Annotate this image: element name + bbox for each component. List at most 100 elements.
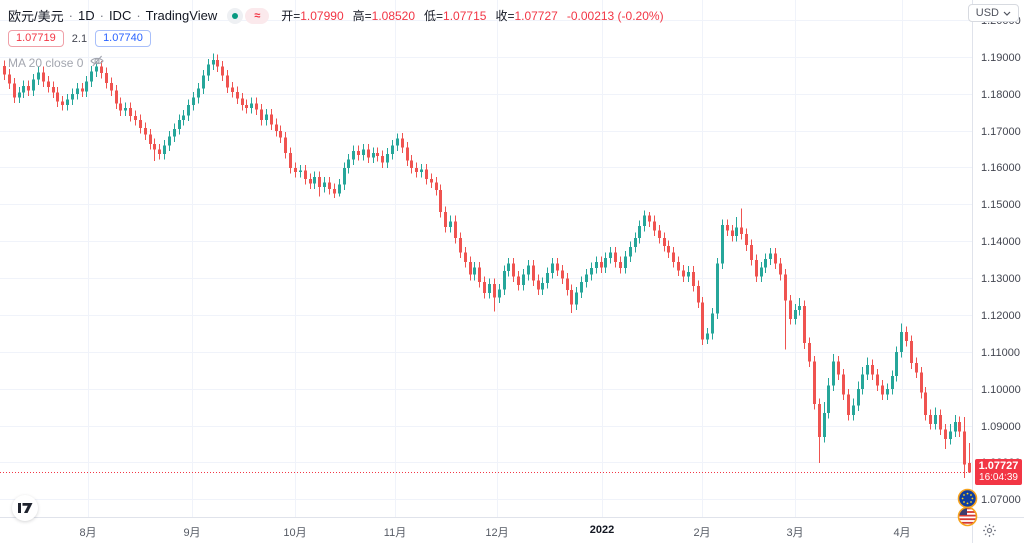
price-axis-label: 1.17000 — [981, 126, 1021, 138]
candle-body — [726, 224, 729, 231]
candle-body — [866, 365, 869, 375]
candle-body — [847, 394, 850, 415]
candle-body — [304, 170, 307, 179]
candle-body — [764, 259, 767, 268]
last-price-tag[interactable]: 1.07727 16:04:39 — [975, 459, 1022, 486]
candle-body — [653, 221, 656, 231]
candle-body — [270, 114, 273, 125]
candle-body — [963, 431, 966, 465]
brand-label[interactable]: TradingView — [145, 8, 218, 23]
candle-body — [406, 147, 409, 161]
candle-body — [391, 145, 394, 154]
high-value: 1.08520 — [371, 9, 416, 23]
close-label: 收= — [495, 9, 515, 23]
candle-body — [352, 151, 355, 160]
indicator-legend-row[interactable]: MA 20 close 0 — [8, 54, 664, 71]
candle-body — [667, 245, 670, 253]
candle-body — [119, 103, 122, 111]
bid-price-button[interactable]: 1.07719 — [8, 30, 64, 47]
candle-body — [575, 292, 578, 305]
candle-body — [852, 405, 855, 415]
candle-body — [818, 403, 821, 437]
candle-body — [522, 274, 525, 286]
candle-body — [449, 221, 452, 227]
candle-body — [454, 221, 457, 238]
candle-body — [47, 81, 50, 88]
candle-body — [313, 177, 316, 184]
candle-body — [585, 274, 588, 283]
candlestick-chart-pane[interactable]: 1.200001.190001.180001.170001.160001.150… — [0, 0, 1024, 517]
candle-body — [794, 309, 797, 319]
candle-body — [216, 60, 219, 67]
candle-body — [221, 66, 224, 76]
candle-body — [420, 169, 423, 173]
candle-body — [944, 429, 947, 439]
eye-off-icon[interactable] — [90, 54, 105, 71]
tradingview-logo[interactable] — [12, 495, 38, 521]
symbol-title[interactable]: 欧元/美元 — [8, 9, 64, 24]
candle-body — [760, 267, 763, 277]
open-label: 开= — [281, 9, 301, 23]
candle-body — [580, 282, 583, 293]
market-status-badges[interactable]: ≈ — [227, 7, 270, 24]
ask-price-button[interactable]: 1.07740 — [95, 30, 151, 47]
candle-body — [798, 306, 801, 310]
candle-body — [527, 265, 530, 275]
candle-body — [56, 92, 59, 102]
price-axis[interactable]: 1.200001.190001.180001.170001.160001.150… — [981, 15, 1021, 506]
candle-body — [139, 119, 142, 128]
candle-body — [619, 261, 622, 269]
candle-body — [3, 66, 6, 75]
price-axis-label: 1.09000 — [981, 421, 1021, 433]
candle-body — [85, 81, 88, 92]
time-axis-label: 2月 — [693, 527, 711, 539]
timezone-settings-gear-button[interactable] — [981, 522, 998, 539]
exchange-label[interactable]: IDC — [108, 8, 132, 23]
candle-body — [182, 115, 185, 120]
candle-body — [556, 263, 559, 271]
time-axis-label: 3月 — [786, 527, 804, 539]
candle-body — [483, 282, 486, 294]
candle-body — [750, 245, 753, 260]
time-axis-label: 8月 — [79, 527, 97, 539]
currency-unit-button[interactable]: USD — [967, 4, 1019, 22]
price-axis-label: 1.12000 — [981, 310, 1021, 322]
market-open-dot-icon — [227, 7, 244, 24]
title-separator: · — [136, 8, 141, 23]
candle-body — [32, 79, 35, 91]
time-axis[interactable]: 8月 9月 10月 11月 12月 2022 2月 3月 4月 — [0, 517, 1024, 543]
candle-body — [604, 258, 607, 268]
candle-body — [755, 259, 758, 277]
candle-body — [187, 105, 190, 116]
candle-body — [473, 267, 476, 275]
candle-body — [900, 331, 903, 353]
candle-body — [18, 92, 21, 98]
legend-title-row: 欧元/美元 · 1D · IDC · TradingView ≈ 开=1.079… — [8, 6, 664, 25]
candle-body — [643, 215, 646, 227]
candle-body — [144, 127, 147, 135]
interval-button[interactable]: 1D — [77, 8, 95, 23]
candle-body — [153, 143, 156, 150]
candle-body — [202, 75, 205, 89]
candle-body — [934, 414, 937, 425]
candle-body — [842, 374, 845, 395]
candle-body — [279, 130, 282, 138]
price-axis-label: 1.19000 — [981, 52, 1021, 64]
candle-body — [697, 285, 700, 303]
candle-body — [362, 149, 365, 155]
candle-body — [435, 182, 438, 190]
candle-body — [566, 278, 569, 291]
candle-body — [682, 270, 685, 277]
candle-body — [929, 414, 932, 425]
candle-body — [226, 75, 229, 88]
candle-body — [735, 227, 738, 237]
candle-body — [410, 160, 413, 168]
spread-value: 2.1 — [71, 32, 88, 45]
candle-body — [105, 73, 108, 83]
time-axis-label: 10月 — [283, 527, 307, 539]
candle-body — [711, 313, 714, 334]
candle-body — [503, 271, 506, 290]
candle-body — [716, 263, 719, 314]
candle-body — [629, 247, 632, 257]
candle-body — [66, 99, 69, 106]
